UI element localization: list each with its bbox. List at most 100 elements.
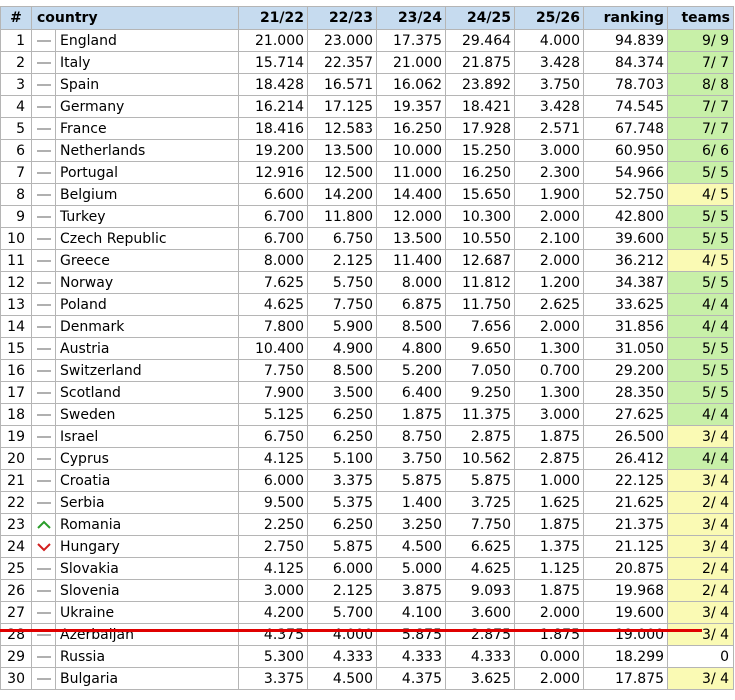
table-row[interactable]: 23 Romania 2.250 6.250 3.250 7.750 1.875 21.375… xyxy=(0,513,735,536)
table-row[interactable]: 11 Greece 8.000 2.125 11.400 12.687 2.000 36.21… xyxy=(0,249,735,272)
table-row[interactable]: 8 Belgium 6.600 14.200 14.400 15.650 1.900 52.7… xyxy=(0,183,735,206)
table-row[interactable]: 10 Czech Republic 6.700 6.750 13.500 10.550 2.… xyxy=(0,227,735,250)
table-row[interactable]: 14 Denmark 7.800 5.900 8.500 7.656 2.000 31.856… xyxy=(0,315,735,338)
value-21-22: 7.750 xyxy=(238,359,309,382)
rank-number: 19 xyxy=(0,425,32,448)
header-teams[interactable]: teams xyxy=(667,6,735,30)
trend-unchanged-icon xyxy=(36,391,51,394)
value-24-25: 2.875 xyxy=(445,425,516,448)
header-country[interactable]: country xyxy=(30,6,240,30)
trend-unchanged-icon xyxy=(36,61,51,64)
value-23-24: 8.500 xyxy=(376,315,447,338)
table-row[interactable]: 7 Portugal 12.916 12.500 11.000 16.250 2.300 54… xyxy=(0,161,735,184)
table-row[interactable]: 15 Austria 10.400 4.900 4.800 9.650 1.300 31.05… xyxy=(0,337,735,360)
ranking-value: 84.374 xyxy=(583,51,669,74)
table-row[interactable]: 5 France 18.416 12.583 16.250 17.928 2.571 67.7… xyxy=(0,117,735,140)
value-25-26: 2.000 xyxy=(514,601,585,624)
value-22-23: 3.500 xyxy=(307,381,378,404)
value-21-22: 5.300 xyxy=(238,645,309,668)
value-23-24: 8.750 xyxy=(376,425,447,448)
value-21-22: 4.200 xyxy=(238,601,309,624)
ranking-value: 67.748 xyxy=(583,117,669,140)
value-21-22: 6.000 xyxy=(238,469,309,492)
teams-value: 2/ 4 xyxy=(667,579,735,602)
rank-number: 4 xyxy=(0,95,32,118)
rank-number: 27 xyxy=(0,601,32,624)
country-name: Slovenia xyxy=(54,579,240,602)
value-22-23: 4.500 xyxy=(307,667,378,690)
value-24-25: 3.625 xyxy=(445,667,516,690)
header-ranking[interactable]: ranking xyxy=(583,6,669,30)
value-22-23: 17.125 xyxy=(307,95,378,118)
header-season-22-23[interactable]: 22/23 xyxy=(307,6,378,30)
value-21-22: 3.375 xyxy=(238,667,309,690)
table-row[interactable]: 27 Ukraine 4.200 5.700 4.100 3.600 2.000 19.600… xyxy=(0,601,735,624)
table-row[interactable]: 24 Hungary 2.750 5.875 4.500 6.625 1.375 21.125… xyxy=(0,535,735,558)
table-row[interactable]: 18 Sweden 5.125 6.250 1.875 11.375 3.000 27.625… xyxy=(0,403,735,426)
rank-number: 5 xyxy=(0,117,32,140)
header-rank-number[interactable]: # xyxy=(0,6,32,30)
trend-unchanged-icon xyxy=(36,501,51,504)
country-name: Austria xyxy=(54,337,240,360)
value-21-22: 18.416 xyxy=(238,117,309,140)
value-24-25: 15.250 xyxy=(445,139,516,162)
header-season-23-24[interactable]: 23/24 xyxy=(376,6,447,30)
ranking-value: 94.839 xyxy=(583,29,669,52)
table-row[interactable]: 16 Switzerland 7.750 8.500 5.200 7.050 0.700 29… xyxy=(0,359,735,382)
rank-number: 15 xyxy=(0,337,32,360)
ranking-value: 26.412 xyxy=(583,447,669,470)
table-row[interactable]: 28 Azerbaijan 4.375 4.000 5.875 2.875 1.875 19.… xyxy=(0,623,735,646)
table-row[interactable]: 21 Croatia 6.000 3.375 5.875 5.875 1.000 22.125… xyxy=(0,469,735,492)
trend-unchanged-icon xyxy=(36,413,51,416)
table-row[interactable]: 9 Turkey 6.700 11.800 12.000 10.300 2.000 42.80… xyxy=(0,205,735,228)
teams-value: 0 xyxy=(667,645,735,668)
teams-value: 4/ 5 xyxy=(667,249,735,272)
table-row[interactable]: 19 Israel 6.750 6.250 8.750 2.875 1.875 26.500 3… xyxy=(0,425,735,448)
table-row[interactable]: 26 Slovenia 3.000 2.125 3.875 9.093 1.875 19.96… xyxy=(0,579,735,602)
trend-unchanged-icon xyxy=(36,325,51,328)
ranking-value: 27.625 xyxy=(583,403,669,426)
value-22-23: 8.500 xyxy=(307,359,378,382)
trend-unchanged-icon xyxy=(36,105,51,108)
trend-unchanged-icon xyxy=(36,127,51,130)
country-name: England xyxy=(54,29,240,52)
value-25-26: 1.375 xyxy=(514,535,585,558)
table-row[interactable]: 13 Poland 4.625 7.750 6.875 11.750 2.625 33.625… xyxy=(0,293,735,316)
trend-unchanged-icon xyxy=(36,589,51,592)
header-season-21-22[interactable]: 21/22 xyxy=(238,6,309,30)
table-row[interactable]: 12 Norway 7.625 5.750 8.000 11.812 1.200 34.387… xyxy=(0,271,735,294)
uefa-coefficient-table: # country 21/22 22/23 23/24 24/25 25/26 … xyxy=(0,6,735,690)
teams-value: 3/ 4 xyxy=(667,425,735,448)
value-22-23: 6.000 xyxy=(307,557,378,580)
value-21-22: 12.916 xyxy=(238,161,309,184)
table-row[interactable]: 29 Russia 5.300 4.333 4.333 4.333 0.000 18.299 0 xyxy=(0,645,735,668)
table-row[interactable]: 17 Scotland 7.900 3.500 6.400 9.250 1.300 28.35… xyxy=(0,381,735,404)
value-21-22: 4.375 xyxy=(238,623,309,646)
header-season-24-25[interactable]: 24/25 xyxy=(445,6,516,30)
table-row[interactable]: 4 Germany 16.214 17.125 19.357 18.421 3.428 74.… xyxy=(0,95,735,118)
trend-cell xyxy=(31,601,56,624)
trend-unchanged-icon xyxy=(36,457,51,460)
trend-unchanged-icon xyxy=(36,655,51,658)
table-row[interactable]: 20 Cyprus 4.125 5.100 3.750 10.562 2.875 26.412… xyxy=(0,447,735,470)
table-row[interactable]: 30 Bulgaria 3.375 4.500 4.375 3.625 2.000 17.87… xyxy=(0,667,735,690)
country-name: Serbia xyxy=(54,491,240,514)
table-row[interactable]: 22 Serbia 9.500 5.375 1.400 3.725 1.625 21.625 2… xyxy=(0,491,735,514)
teams-value: 3/ 4 xyxy=(667,623,735,646)
value-24-25: 17.928 xyxy=(445,117,516,140)
table-row[interactable]: 1 England 21.000 23.000 17.375 29.464 4.000 94.… xyxy=(0,29,735,52)
value-22-23: 16.571 xyxy=(307,73,378,96)
value-23-24: 5.875 xyxy=(376,469,447,492)
header-season-25-26[interactable]: 25/26 xyxy=(514,6,585,30)
value-23-24: 3.750 xyxy=(376,447,447,470)
table-row[interactable]: 6 Netherlands 19.200 13.500 10.000 15.250 3.00… xyxy=(0,139,735,162)
table-row[interactable]: 25 Slovakia 4.125 6.000 5.000 4.625 1.125 20.87… xyxy=(0,557,735,580)
ranking-value: 19.968 xyxy=(583,579,669,602)
table-row[interactable]: 2 Italy 15.714 22.357 21.000 21.875 3.428 84.37… xyxy=(0,51,735,74)
rank-number: 11 xyxy=(0,249,32,272)
rank-number: 7 xyxy=(0,161,32,184)
country-name: Scotland xyxy=(54,381,240,404)
value-23-24: 11.400 xyxy=(376,249,447,272)
table-row[interactable]: 3 Spain 18.428 16.571 16.062 23.892 3.750 78.70… xyxy=(0,73,735,96)
value-25-26: 1.875 xyxy=(514,579,585,602)
